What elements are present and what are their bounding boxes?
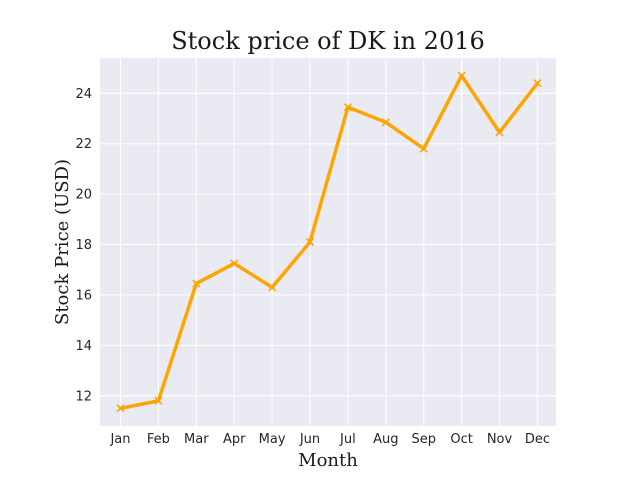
x-tick-label: Jan bbox=[109, 432, 130, 447]
data-point-marker bbox=[116, 404, 125, 413]
y-tick-labels: 12 14 16 18 20 22 24 bbox=[75, 87, 92, 404]
y-tick-label: 18 bbox=[75, 238, 92, 253]
data-point-marker bbox=[192, 279, 201, 288]
gridlines bbox=[100, 58, 556, 426]
x-tick-label: Nov bbox=[487, 432, 513, 447]
x-tick-label: Feb bbox=[147, 432, 170, 447]
y-tick-label: 24 bbox=[75, 87, 92, 102]
data-point-marker bbox=[268, 283, 277, 292]
x-tick-label: Apr bbox=[223, 432, 246, 447]
data-point-marker bbox=[230, 259, 239, 268]
data-point-marker bbox=[343, 103, 352, 112]
data-point-marker bbox=[305, 237, 315, 247]
x-tick-label: Oct bbox=[450, 432, 472, 447]
plot-background bbox=[100, 58, 556, 426]
x-tick-label: Dec bbox=[525, 432, 550, 447]
x-tick-label: Mar bbox=[184, 432, 209, 447]
series-layer bbox=[116, 71, 542, 413]
data-point-marker bbox=[495, 128, 504, 137]
data-point-marker bbox=[381, 118, 390, 127]
series-line bbox=[118, 73, 540, 411]
x-tick-labels: Jan Feb Mar Apr May Jun Jul Aug Sep Oct Nov Dec bbox=[109, 432, 550, 447]
x-tick-label: Aug bbox=[373, 432, 398, 447]
y-axis-label: Stock Price (USD) bbox=[52, 159, 73, 325]
chart-title: Stock price of DK in 2016 bbox=[171, 27, 485, 55]
x-axis-label: Month bbox=[298, 450, 358, 471]
x-tick-label: May bbox=[259, 432, 286, 447]
data-point-marker bbox=[533, 79, 542, 88]
x-tick-label: Jul bbox=[339, 432, 356, 447]
y-tick-label: 12 bbox=[75, 389, 92, 404]
data-point-marker bbox=[154, 396, 163, 405]
data-point-marker bbox=[419, 144, 428, 153]
y-tick-label: 14 bbox=[75, 339, 92, 354]
x-tick-label: Sep bbox=[411, 432, 436, 447]
x-tick-label: Jun bbox=[299, 432, 320, 447]
data-point-marker bbox=[457, 71, 466, 80]
y-tick-label: 22 bbox=[75, 137, 92, 152]
y-tick-label: 16 bbox=[75, 288, 92, 303]
y-tick-label: 20 bbox=[75, 188, 92, 203]
